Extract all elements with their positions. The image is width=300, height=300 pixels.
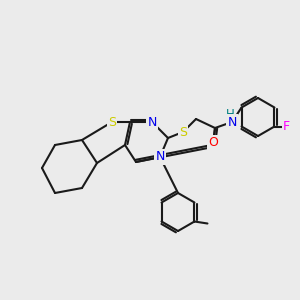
- Text: F: F: [283, 120, 290, 133]
- Text: O: O: [208, 136, 218, 149]
- Text: O: O: [208, 140, 218, 154]
- Text: S: S: [108, 116, 116, 128]
- Text: N: N: [155, 151, 165, 164]
- Text: N: N: [227, 116, 237, 128]
- Text: N: N: [147, 116, 157, 128]
- Text: S: S: [179, 125, 187, 139]
- Text: H: H: [226, 109, 234, 122]
